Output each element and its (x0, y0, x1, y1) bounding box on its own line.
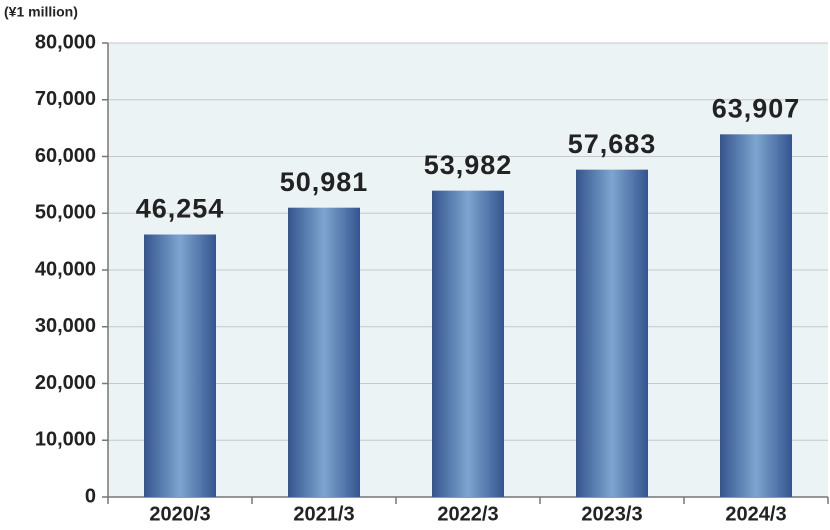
bar (432, 190, 504, 497)
value-label: 50,981 (280, 167, 369, 197)
y-tick-label: 60,000 (35, 145, 96, 167)
bar (576, 169, 648, 497)
value-label: 63,907 (712, 93, 801, 123)
x-tick-label: 2023/3 (581, 503, 642, 525)
x-tick-label: 2020/3 (149, 503, 210, 525)
value-label: 46,254 (136, 194, 225, 224)
y-tick-label: 30,000 (35, 315, 96, 337)
x-tick-label: 2021/3 (293, 503, 354, 525)
y-tick-label: 10,000 (35, 429, 96, 451)
y-tick-label: 70,000 (35, 88, 96, 110)
value-label: 57,683 (568, 129, 657, 159)
bar (720, 134, 792, 498)
value-label: 53,982 (424, 150, 513, 180)
y-tick-label: 0 (85, 485, 96, 507)
axis-unit: (¥1 million) (4, 4, 78, 20)
y-tick-label: 40,000 (35, 258, 96, 280)
bar (288, 207, 360, 497)
x-tick-label: 2022/3 (437, 503, 498, 525)
x-tick-label: 2024/3 (725, 503, 786, 525)
y-tick-label: 80,000 (35, 31, 96, 53)
bar (144, 234, 216, 497)
y-tick-label: 20,000 (35, 372, 96, 394)
y-tick-label: 50,000 (35, 202, 96, 224)
